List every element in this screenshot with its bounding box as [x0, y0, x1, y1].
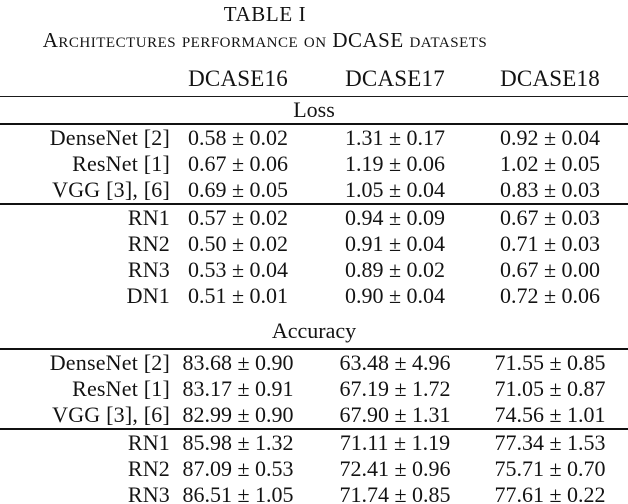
table-number: TABLE I: [223, 2, 307, 26]
section-header-row: Loss: [0, 96, 628, 124]
value-cell: 0.92 ± 0.04: [499, 125, 601, 150]
value-cell: 0.51 ± 0.01: [187, 283, 289, 308]
table-caption: Architectures performance on DCASE datas…: [42, 28, 488, 52]
row-label-cell: RN1: [127, 430, 170, 455]
corner-empty-cell: [0, 62, 176, 96]
column-header-dcase17: DCASE17: [345, 65, 445, 91]
table-row: DN1 0.51 ± 0.01 0.90 ± 0.04 0.72 ± 0.06: [0, 283, 628, 309]
table-row: RN1 85.98 ± 1.32 71.11 ± 1.19 77.34 ± 1.53: [0, 429, 628, 456]
value-cell: 1.19 ± 0.06: [344, 151, 446, 176]
value-cell: 0.67 ± 0.00: [499, 257, 601, 282]
value-cell: 72.41 ± 0.96: [339, 456, 451, 481]
value-cell: 0.50 ± 0.02: [187, 231, 289, 256]
value-cell: 0.58 ± 0.02: [187, 125, 289, 150]
value-cell: 87.09 ± 0.53: [182, 456, 294, 481]
value-cell: 75.71 ± 0.70: [494, 456, 606, 481]
row-label-cell: RN1: [127, 205, 170, 230]
table-row: RN3 86.51 ± 1.05 71.74 ± 0.85 77.61 ± 0.22: [0, 482, 628, 504]
table-row: DenseNet [2] 83.68 ± 0.90 63.48 ± 4.96 71.5…: [0, 349, 628, 376]
row-label-cell: ResNet [1]: [72, 376, 170, 401]
value-cell: 85.98 ± 1.32: [182, 430, 294, 455]
results-table: DCASE16 DCASE17 DCASE18 Loss DenseNet [2]…: [0, 62, 628, 504]
value-cell: 0.57 ± 0.02: [187, 205, 289, 230]
value-cell: 0.72 ± 0.06: [499, 283, 601, 308]
row-label-cell: VGG [3], [6]: [52, 177, 170, 202]
value-cell: 0.91 ± 0.04: [344, 231, 446, 256]
row-label-cell: DenseNet [2]: [49, 125, 170, 150]
table-row: ResNet [1] 0.67 ± 0.06 1.19 ± 0.06 1.02 ± 0…: [0, 151, 628, 177]
section-label: Accuracy: [271, 318, 357, 343]
value-cell: 67.90 ± 1.31: [339, 402, 451, 427]
table-row: DenseNet [2] 0.58 ± 0.02 1.31 ± 0.17 0.92 ±…: [0, 124, 628, 151]
value-cell: 71.74 ± 0.85: [339, 482, 451, 504]
section-label: Loss: [293, 96, 335, 122]
value-cell: 0.94 ± 0.09: [344, 205, 446, 230]
value-cell: 86.51 ± 1.05: [182, 482, 294, 504]
row-label-cell: RN3: [127, 257, 170, 282]
value-cell: 1.31 ± 0.17: [344, 125, 446, 150]
value-cell: 0.67 ± 0.06: [187, 151, 289, 176]
value-cell: 63.48 ± 4.96: [339, 350, 451, 375]
row-label-cell: DenseNet [2]: [49, 350, 170, 375]
value-cell: 0.69 ± 0.05: [187, 177, 289, 202]
value-cell: 0.89 ± 0.02: [344, 257, 446, 282]
column-header-row: DCASE16 DCASE17 DCASE18: [0, 62, 628, 96]
value-cell: 74.56 ± 1.01: [494, 402, 606, 427]
value-cell: 0.67 ± 0.03: [499, 205, 601, 230]
row-label-cell: VGG [3], [6]: [52, 402, 170, 427]
value-cell: 77.34 ± 1.53: [494, 430, 606, 455]
column-header-dcase18: DCASE18: [500, 65, 600, 91]
value-cell: 71.11 ± 1.19: [339, 430, 451, 455]
table-row: RN3 0.53 ± 0.04 0.89 ± 0.02 0.67 ± 0.00: [0, 257, 628, 283]
value-cell: 67.19 ± 1.72: [339, 376, 451, 401]
row-label-cell: RN3: [127, 482, 170, 504]
table-row: RN1 0.57 ± 0.02 0.94 ± 0.09 0.67 ± 0.03: [0, 204, 628, 231]
value-cell: 82.99 ± 0.90: [182, 402, 294, 427]
row-label-cell: RN2: [127, 231, 170, 256]
value-cell: 0.53 ± 0.04: [187, 257, 289, 282]
value-cell: 0.90 ± 0.04: [344, 283, 446, 308]
row-label-cell: ResNet [1]: [72, 151, 170, 176]
table-row: VGG [3], [6] 82.99 ± 0.90 67.90 ± 1.31 74.5…: [0, 402, 628, 429]
value-cell: 0.83 ± 0.03: [499, 177, 601, 202]
section-header-row: Accuracy: [0, 309, 628, 349]
value-cell: 71.05 ± 0.87: [494, 376, 606, 401]
row-label-cell: DN1: [126, 283, 170, 308]
value-cell: 1.02 ± 0.05: [499, 151, 601, 176]
value-cell: 77.61 ± 0.22: [494, 482, 606, 504]
value-cell: 71.55 ± 0.85: [494, 350, 606, 375]
column-header-dcase16: DCASE16: [188, 65, 288, 91]
row-label-cell: RN2: [127, 456, 170, 481]
table-row: VGG [3], [6] 0.69 ± 0.05 1.05 ± 0.04 0.83 ±…: [0, 177, 628, 204]
value-cell: 83.68 ± 0.90: [182, 350, 294, 375]
table-row: RN2 0.50 ± 0.02 0.91 ± 0.04 0.71 ± 0.03: [0, 231, 628, 257]
value-cell: 0.71 ± 0.03: [499, 231, 601, 256]
value-cell: 83.17 ± 0.91: [182, 376, 294, 401]
table-row: RN2 87.09 ± 0.53 72.41 ± 0.96 75.71 ± 0.70: [0, 456, 628, 482]
table-caption-block: TABLE I Architectures performance on DCA…: [0, 3, 530, 51]
table-row: ResNet [1] 83.17 ± 0.91 67.19 ± 1.72 71.05 …: [0, 376, 628, 402]
value-cell: 1.05 ± 0.04: [344, 177, 446, 202]
